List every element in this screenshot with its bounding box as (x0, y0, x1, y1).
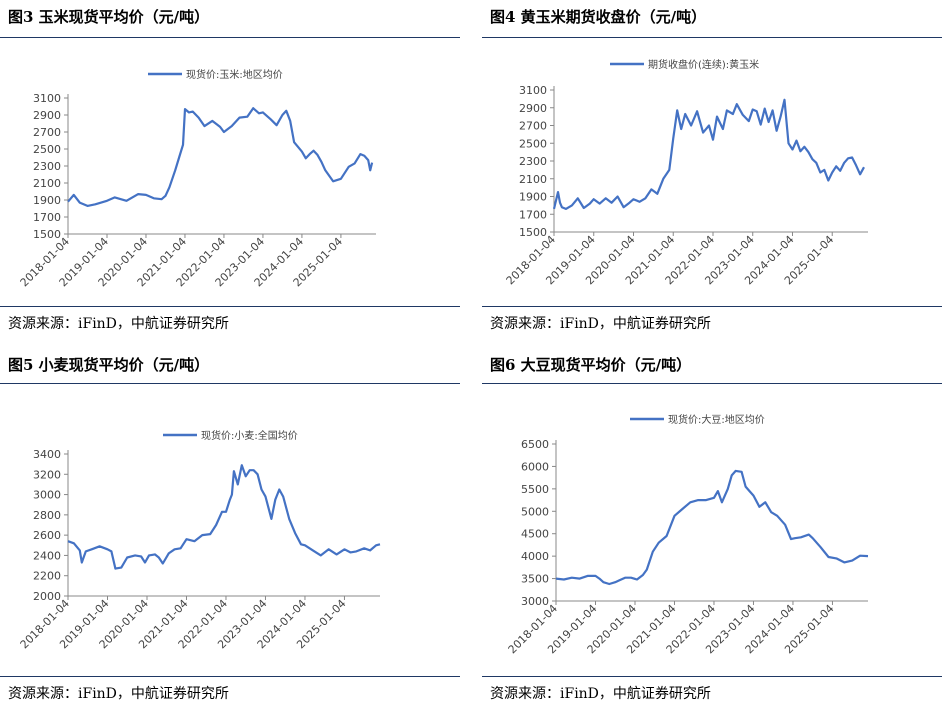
y-tick-label: 2700 (33, 126, 61, 139)
y-tick-label: 2100 (33, 177, 61, 190)
figure-panel-5: 图5 小麦现货平均价（元/吨） 现货价:小麦:全国均价 2000 2200 2400 2… (0, 348, 460, 702)
figure-title: 图4 黄玉米期货收盘价（元/吨） (490, 8, 707, 26)
y-tick-label: 2000 (33, 590, 61, 603)
figure-panel-4: 图4 黄玉米期货收盘价（元/吨） 期货收盘价(连续):黄玉米 1500 1700 19… (482, 0, 942, 345)
y-tick-label: 1500 (519, 226, 547, 239)
y-tick-label: 1900 (33, 194, 61, 207)
y-tick-label: 3000 (521, 595, 549, 608)
footer-rule (0, 676, 460, 677)
footer-rule (0, 306, 460, 307)
soybean-spot-price-chart: 现货价:大豆:地区均价 3000 3500 4000 4500 5000 5500 6000 6… (506, 413, 869, 656)
y-tick-label: 6000 (521, 460, 549, 473)
y-tick-label: 5500 (521, 483, 549, 496)
y-tick-label: 3400 (33, 448, 61, 461)
y-tick-label: 2400 (33, 549, 61, 562)
figure-title: 图6 大豆现货平均价（元/吨） (490, 356, 692, 374)
source-note: 资源来源：iFinD，中航证券研究所 (8, 316, 229, 332)
wheat-spot-price-chart: 现货价:小麦:全国均价 2000 2200 2400 2600 2800 3000 3200 3… (18, 429, 381, 651)
legend-label: 现货价:大豆:地区均价 (668, 413, 765, 426)
y-tick-label: 3000 (33, 489, 61, 502)
y-tick-label: 5000 (521, 505, 549, 518)
figure-title: 图5 小麦现货平均价（元/吨） (8, 356, 210, 374)
series-line (555, 469, 869, 586)
y-tick-label: 3100 (519, 84, 547, 97)
y-tick-label: 2900 (33, 109, 61, 122)
source-note: 资源来源：iFinD，中航证券研究所 (8, 686, 229, 702)
y-tick-label: 1700 (519, 208, 547, 221)
y-tick-label: 1700 (33, 211, 61, 224)
series-line (552, 98, 865, 210)
legend-label: 现货价:玉米:地区均价 (186, 68, 283, 81)
figure-panel-6: 图6 大豆现货平均价（元/吨） 现货价:大豆:地区均价 3000 3500 4000 4… (482, 348, 942, 702)
title-rule (482, 37, 942, 38)
y-tick-label: 3500 (521, 573, 549, 586)
legend-label: 期货收盘价(连续):黄玉米 (648, 58, 759, 71)
y-tick-label: 2600 (33, 529, 61, 542)
footer-rule (482, 306, 942, 307)
y-tick-label: 4500 (521, 528, 549, 541)
y-tick-label: 2300 (33, 160, 61, 173)
y-tick-label: 4000 (521, 550, 549, 563)
y-tick-label: 2800 (33, 509, 61, 522)
source-note: 资源来源：iFinD，中航证券研究所 (490, 316, 711, 332)
y-tick-label: 2700 (519, 120, 547, 133)
series-line (67, 107, 374, 207)
y-tick-label: 3200 (33, 468, 61, 481)
y-tick-label: 2300 (519, 155, 547, 168)
title-rule (0, 383, 460, 384)
y-tick-label: 1900 (519, 191, 547, 204)
source-note: 资源来源：iFinD，中航证券研究所 (490, 686, 711, 702)
y-tick-label: 2100 (519, 173, 547, 186)
y-tick-label: 2900 (519, 102, 547, 115)
corn-spot-price-chart: 现货价:玉米:地区均价 1500 1700 1900 2100 2300 2500 2700 2… (18, 68, 376, 289)
title-rule (0, 37, 460, 38)
legend-label: 现货价:小麦:全国均价 (201, 429, 298, 442)
y-tick-label: 3100 (33, 92, 61, 105)
y-tick-label: 1500 (33, 228, 61, 241)
corn-futures-price-chart: 期货收盘价(连续):黄玉米 1500 1700 1900 2100 2300 2500 270… (504, 58, 868, 287)
figure-panel-3: 图3 玉米现货平均价（元/吨） 现货价:玉米:地区均价 1500 1700 1900 2… (0, 0, 460, 345)
y-tick-label: 2200 (33, 570, 61, 583)
y-tick-label: 2500 (33, 143, 61, 156)
title-rule (482, 383, 942, 384)
figure-title: 图3 玉米现货平均价（元/吨） (8, 8, 210, 26)
y-tick-label: 6500 (521, 438, 549, 451)
series-line (67, 464, 381, 570)
y-tick-label: 2500 (519, 137, 547, 150)
footer-rule (482, 676, 942, 677)
